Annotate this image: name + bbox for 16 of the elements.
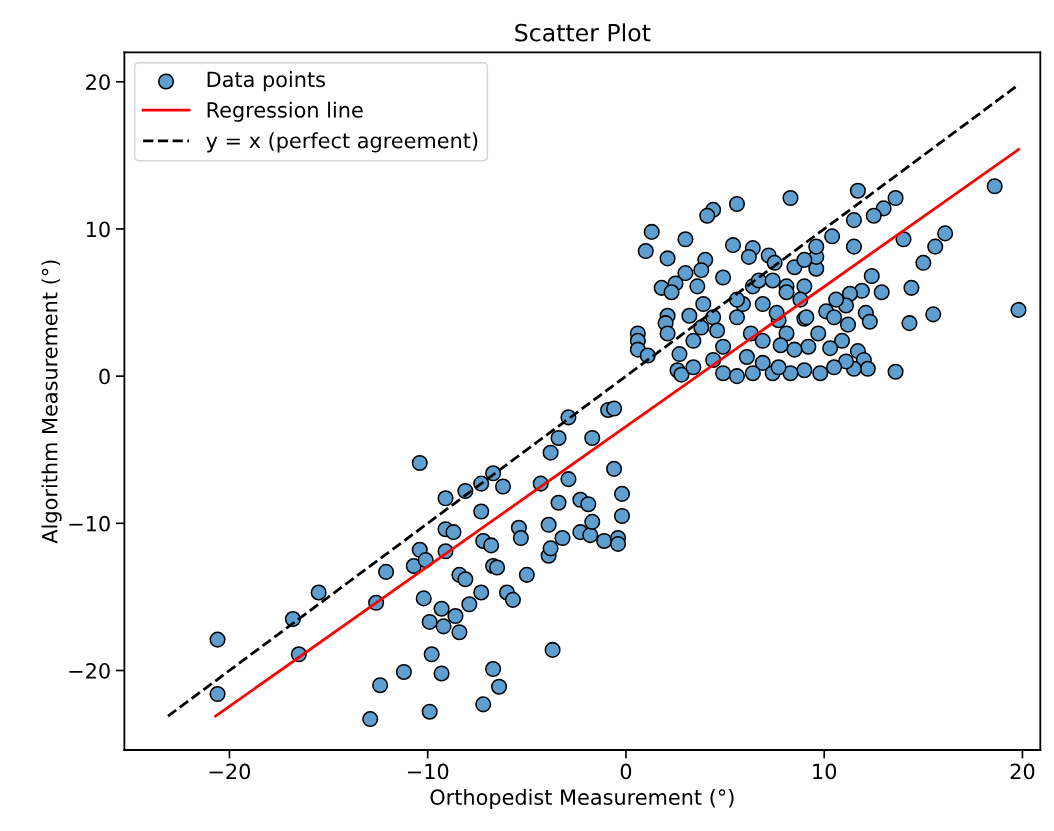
y-tick-label: 10 [86, 221, 110, 238]
y-tick-label: −20 [69, 662, 110, 679]
x-tick-label: 0 [620, 763, 632, 780]
x-axis-title: Orthopedist Measurement (°) [430, 788, 734, 810]
x-tick-label: −20 [209, 763, 251, 780]
y-axis-title: Algorithm Measurement (°) [41, 260, 62, 544]
y-tick-label: −10 [69, 515, 110, 532]
y-tick-label: 0 [99, 368, 110, 385]
legend-label: Data points [207, 71, 325, 92]
legend-label: Regression line [207, 101, 363, 122]
x-tick-label: −10 [407, 763, 449, 780]
x-tick-label: 10 [813, 763, 837, 780]
legend-label: y = x (perfect agreement) [206, 132, 478, 153]
chart-title: Scatter Plot [515, 23, 651, 42]
x-tick-label: 20 [1010, 763, 1035, 780]
y-tick-label: 20 [86, 74, 110, 90]
